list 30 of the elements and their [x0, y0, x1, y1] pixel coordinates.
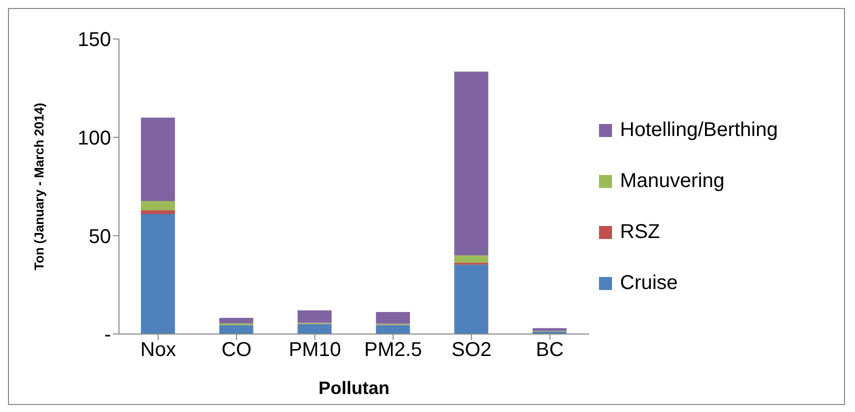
- bar: [454, 72, 488, 256]
- y-tick-label: 100: [78, 127, 111, 150]
- bar: [454, 255, 488, 263]
- bar: [140, 118, 175, 202]
- y-tick-label: 50: [88, 226, 111, 248]
- bar: [219, 325, 254, 334]
- legend-label: RSZ: [620, 220, 660, 244]
- x-tick-label: Nox: [140, 339, 176, 362]
- bar: [298, 324, 332, 334]
- bar: [219, 318, 254, 324]
- bar: [140, 210, 175, 214]
- bar: [376, 325, 410, 334]
- legend-label: Hotelling/Berthing: [620, 118, 778, 142]
- x-tick-label: PM2.5: [364, 339, 422, 362]
- x-tick-label: PM10: [288, 339, 341, 362]
- x-tick-label: BC: [536, 339, 564, 362]
- bar: [454, 264, 488, 334]
- x-tick-label: CO: [222, 339, 252, 362]
- bar: [376, 312, 410, 324]
- bar: [532, 328, 567, 331]
- x-tick-label: SO2: [451, 339, 492, 362]
- y-tick-label: -: [104, 324, 111, 346]
- y-axis-title: Ton (January - March 2014): [32, 102, 47, 270]
- x-axis-title: Pollutan: [318, 378, 390, 398]
- bar: [140, 201, 175, 210]
- y-tick-label: 150: [78, 29, 111, 52]
- legend-label: Cruise: [620, 272, 678, 294]
- legend-label: Manuvering: [620, 170, 725, 192]
- bar: [140, 214, 175, 334]
- bar: [298, 310, 332, 323]
